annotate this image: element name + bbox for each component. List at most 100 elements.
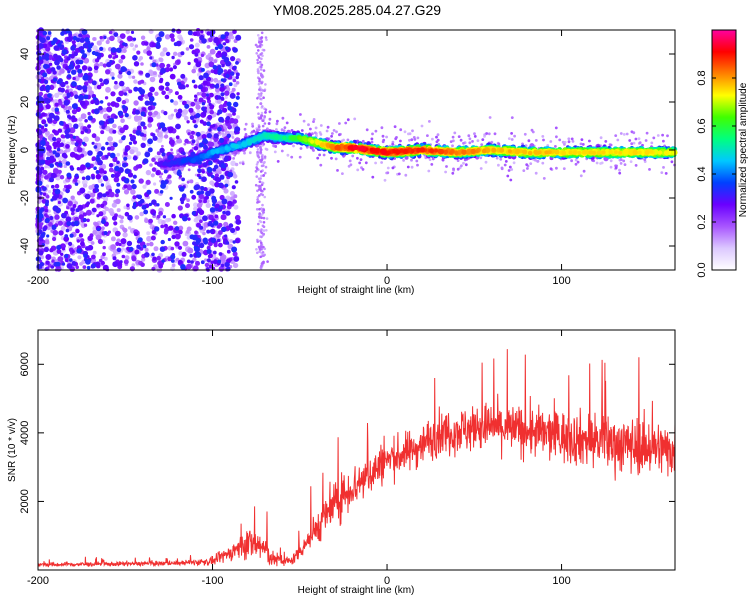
spectrogram-cell [206,258,211,263]
spectrogram-cell [64,133,71,139]
spectrogram-cell [71,69,77,75]
spectrogram-cell [184,138,189,144]
spectrogram-cell [258,88,261,91]
spectrogram-cell [87,124,92,129]
spectrogram-cell [52,141,58,148]
spectrogram-cell [200,67,205,72]
spectrogram-cell [169,33,175,39]
spectrogram-cell [68,241,73,246]
spectrogram-cell [120,66,127,73]
spectrogram-cell [652,136,656,140]
spectrogram-cell [206,96,211,101]
spectrogram-cell [513,134,516,138]
spectrogram-cell [217,43,224,50]
spectrogram-cell [204,262,210,268]
spectrogram-cell [485,132,489,135]
spectrogram-cell [512,161,516,165]
spectrogram-cell [109,152,116,159]
spectrogram-cell [105,141,109,146]
spectrogram-cell [262,142,266,146]
spectrogram-cell [262,69,266,72]
spectrogram-cell [130,189,136,195]
spectrogram-cell [216,98,222,104]
spectrogram-cell [225,46,229,50]
spectrogram-cell [258,44,262,48]
spectrogram-cell [338,133,341,137]
spectrogram-cell [262,161,266,165]
spectrogram-cell [209,207,216,213]
spectrogram-cell [45,260,50,265]
spectrogram-cell [80,164,86,170]
spectrogram-cell [54,102,59,107]
spectrogram-cell [149,86,156,93]
spectrogram-cell [177,205,183,211]
spectrogram-cell [122,227,128,233]
spectrogram-cell [160,239,165,245]
spectrogram-cell [171,167,176,171]
spectrogram-cell [123,184,128,189]
spectrogram-cell [230,160,236,167]
spectrogram-cell [268,110,272,114]
spectrogram-cell [226,101,232,107]
spectrogram-cell [178,36,184,41]
spectrogram-cell [212,65,218,70]
spectrogram-cell [599,136,603,140]
spectrogram-cell [206,166,213,173]
spectrogram-cell [80,241,85,247]
spectrogram-cell [206,133,212,139]
spectrogram-cell [338,122,341,125]
spectrogram-cell [50,67,56,72]
spectrogram-cell [233,101,239,108]
spectrogram-cell [54,107,59,112]
spectrogram-cell [263,155,267,158]
spectrogram-cell [203,72,209,79]
spectrogram-cell [169,67,174,72]
spectrogram-cell [158,31,165,38]
spectrogram-cell [618,171,622,175]
spectrogram-cell [261,213,264,216]
spectrogram-cell [214,214,219,219]
spectrogram-cell [263,187,266,191]
spectrogram-cell [201,170,205,174]
spectrogram-cell [41,119,47,125]
spectrogram-cell [59,57,64,63]
spectrogram-cell [435,140,439,144]
spectrogram-cell [161,144,164,148]
spectrogram-cell [175,111,182,118]
spectrogram-cell [93,108,100,115]
spectrogram-cell [224,155,229,160]
spectrogram-cell [109,211,115,217]
spectrogram-cell [76,248,82,254]
spectrogram-cell [213,133,219,139]
spectrogram-cell [163,134,169,139]
spectrogram-cell [89,198,95,204]
spectrogram-cell [413,138,417,141]
spectrogram-cell [137,115,143,121]
spectrogram-cell [570,159,573,163]
spectrogram-cell [164,94,170,100]
spectrogram-cell [210,149,216,155]
spectrogram-cell [176,28,182,34]
spectrogram-cell [255,251,259,255]
spectrogram-cell [124,152,128,156]
spectrogram-cell [114,172,120,179]
spectrogram-cell [114,63,121,70]
spectrogram-cell [459,138,463,142]
spectrogram-cell [108,141,113,146]
spectrogram-cell [194,52,199,57]
spectrogram-cell [264,171,267,175]
spectrogram-cell [576,160,580,164]
spectrogram-cell [282,135,287,140]
spectrogram-cell [260,216,264,220]
spectrogram-cell [129,266,135,272]
spectrogram-cell [209,109,214,115]
spectrogram-cell [312,120,315,123]
spectrogram-cell [133,100,139,106]
spectrogram-cell [223,221,229,227]
spectrogram-cell [132,204,137,210]
spectrogram-cell [256,161,260,164]
spectrogram-cell [174,241,180,247]
spectrogram-cell [142,107,147,112]
spectrogram-cell [187,132,191,136]
spectrogram-cell [79,100,86,106]
